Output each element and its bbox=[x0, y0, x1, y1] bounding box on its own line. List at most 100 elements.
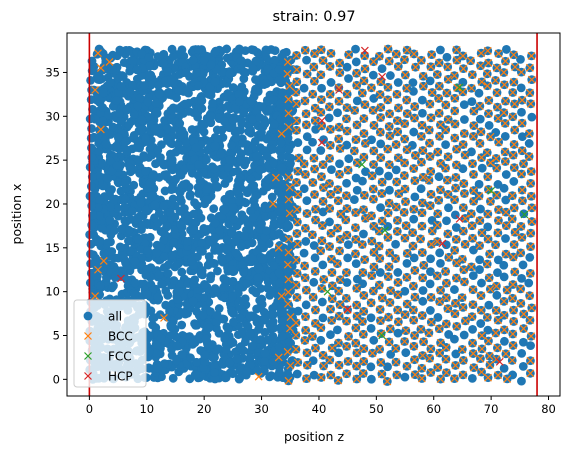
plot-frame bbox=[66, 32, 561, 397]
x-tick-label: 30 bbox=[254, 402, 269, 416]
bcc-marker bbox=[385, 199, 394, 208]
bcc-marker bbox=[385, 160, 394, 169]
atom-point-all bbox=[450, 334, 459, 344]
atom-point-all bbox=[270, 119, 280, 129]
bcc-marker bbox=[293, 240, 302, 249]
x-axis-ticks: 0 10 20 30 40 50 60 70 80 bbox=[86, 396, 556, 416]
bcc-marker bbox=[351, 235, 360, 244]
atom-point-all bbox=[148, 313, 158, 323]
bcc-marker bbox=[293, 358, 302, 367]
bcc-marker bbox=[367, 298, 376, 307]
legend-marker-hcp bbox=[84, 372, 92, 380]
bcc-marker bbox=[517, 222, 525, 231]
atom-point-all bbox=[191, 321, 200, 330]
atom-point-all bbox=[426, 254, 436, 264]
bcc-marker bbox=[327, 255, 336, 264]
bcc-marker bbox=[425, 354, 434, 363]
atom-point-all bbox=[172, 341, 182, 351]
atom-point-all bbox=[132, 65, 142, 75]
bcc-marker bbox=[375, 242, 384, 251]
bcc-marker bbox=[452, 235, 461, 244]
atom-point-all bbox=[508, 370, 518, 380]
atom-point-all bbox=[248, 213, 258, 223]
atom-point-all bbox=[234, 89, 243, 99]
bcc-marker bbox=[527, 167, 536, 176]
atom-point-all bbox=[183, 237, 192, 247]
bcc-marker bbox=[483, 46, 492, 55]
bcc-marker bbox=[409, 316, 418, 325]
bcc-marker bbox=[443, 229, 452, 238]
bcc-marker bbox=[459, 370, 467, 379]
atom-point-all bbox=[220, 332, 230, 342]
atom-point-all bbox=[235, 343, 245, 353]
atom-point-all bbox=[213, 266, 222, 276]
bcc-marker bbox=[451, 173, 460, 182]
bcc-marker bbox=[334, 339, 343, 347]
bcc-marker bbox=[292, 229, 301, 238]
atom-point-all bbox=[113, 133, 123, 143]
bcc-marker bbox=[274, 353, 283, 362]
atom-point-all bbox=[476, 319, 486, 328]
bcc-marker bbox=[426, 201, 435, 210]
atom-point-all bbox=[228, 203, 238, 212]
bcc-marker bbox=[477, 306, 486, 315]
atom-point-all bbox=[174, 286, 184, 296]
bcc-marker bbox=[311, 116, 320, 125]
atom-point-all bbox=[259, 365, 269, 375]
bcc-marker bbox=[476, 61, 485, 70]
bcc-marker bbox=[302, 120, 311, 129]
atom-point-all bbox=[151, 339, 161, 349]
atom-point-all bbox=[139, 153, 149, 162]
bcc-marker bbox=[403, 300, 412, 308]
bcc-marker bbox=[419, 72, 428, 81]
atom-point-all bbox=[441, 240, 451, 250]
bcc-marker bbox=[444, 152, 452, 161]
bcc-marker bbox=[427, 190, 435, 199]
atom-point-all bbox=[116, 82, 126, 91]
bcc-marker bbox=[409, 242, 417, 250]
atom-point-all bbox=[177, 126, 187, 136]
bcc-marker bbox=[402, 273, 411, 282]
bcc-marker bbox=[486, 132, 495, 141]
bcc-marker bbox=[286, 361, 295, 370]
atom-point-all bbox=[309, 241, 319, 250]
bcc-marker bbox=[400, 171, 409, 180]
bcc-marker bbox=[401, 234, 409, 243]
bcc-marker bbox=[493, 103, 502, 112]
atom-point-all bbox=[269, 211, 278, 221]
legend-marker-all bbox=[83, 311, 93, 321]
atom-point-all bbox=[517, 376, 526, 386]
atom-point-all bbox=[283, 133, 293, 143]
atom-point-all bbox=[167, 251, 177, 260]
bcc-marker bbox=[284, 109, 293, 118]
fcc-marker bbox=[381, 226, 389, 235]
bcc-marker bbox=[393, 127, 402, 136]
atom-point-all bbox=[219, 116, 229, 126]
bcc-marker bbox=[359, 153, 368, 162]
bcc-marker bbox=[427, 113, 435, 122]
bcc-marker bbox=[433, 148, 442, 156]
bcc-marker bbox=[325, 179, 334, 188]
bcc-marker bbox=[508, 215, 517, 223]
x-tick-label: 20 bbox=[197, 402, 212, 416]
atom-point-all bbox=[434, 172, 444, 182]
bcc-marker bbox=[277, 292, 286, 300]
atom-point-all bbox=[425, 76, 435, 86]
bcc-marker bbox=[361, 100, 369, 109]
atom-point-all bbox=[115, 45, 125, 55]
bcc-marker bbox=[486, 285, 495, 294]
bcc-marker bbox=[492, 164, 501, 172]
atom-point-all bbox=[222, 235, 232, 245]
atom-point-all bbox=[257, 255, 267, 264]
bcc-marker bbox=[477, 291, 485, 300]
atom-point-all bbox=[245, 329, 255, 338]
atom-point-all bbox=[214, 226, 224, 236]
atom-point-all bbox=[517, 132, 527, 142]
atom-point-all bbox=[435, 248, 445, 258]
atom-point-all bbox=[162, 221, 172, 231]
bcc-marker bbox=[325, 154, 334, 163]
atom-point-all bbox=[97, 158, 107, 168]
bcc-marker bbox=[343, 204, 351, 213]
atom-point-all bbox=[251, 191, 261, 201]
bcc-marker bbox=[452, 274, 461, 282]
